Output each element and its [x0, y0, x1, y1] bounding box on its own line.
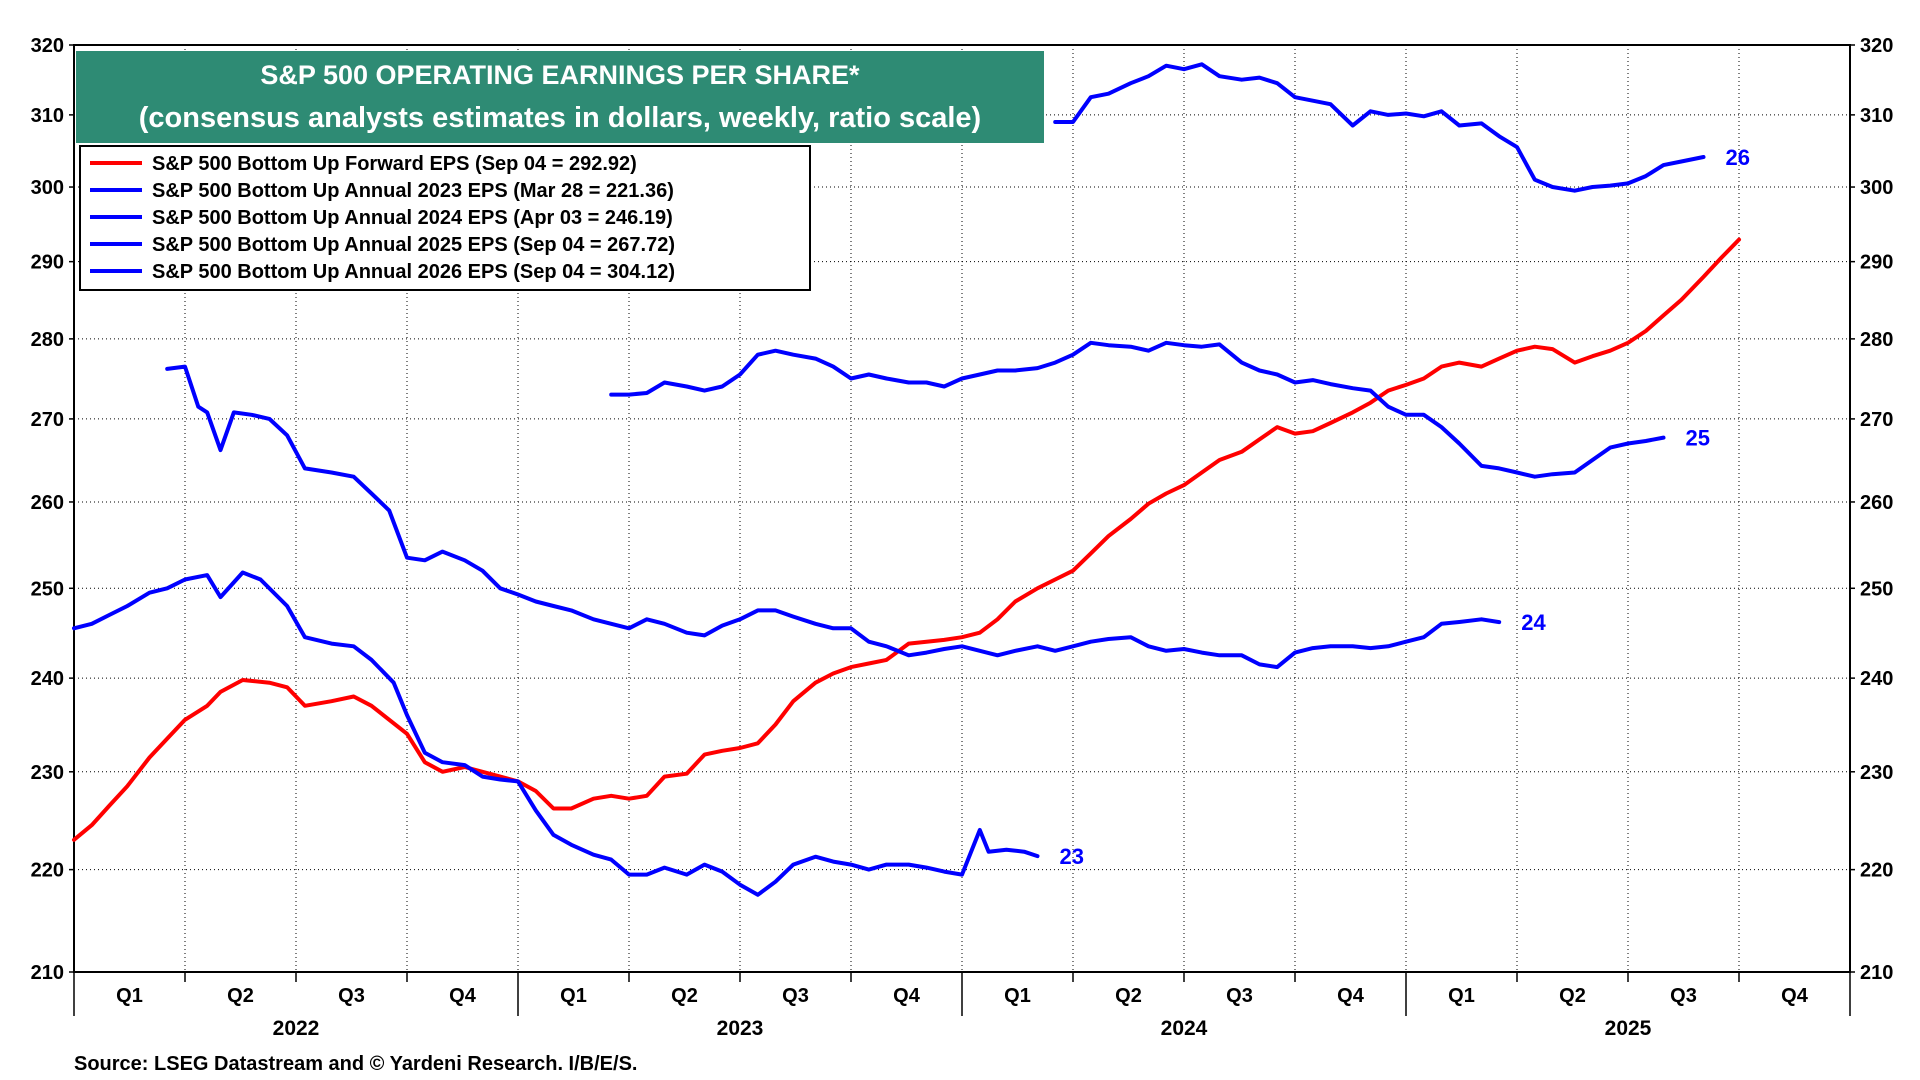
y-tick-label-right: 300 — [1860, 177, 1893, 199]
y-tick-label-left: 290 — [31, 252, 64, 274]
y-tick-label-left: 320 — [31, 35, 64, 57]
series-line — [165, 364, 1502, 670]
series-line — [72, 237, 1741, 842]
series-line — [72, 570, 1040, 897]
y-tick-label-left: 240 — [31, 668, 64, 690]
series-layer — [72, 62, 1741, 897]
y-tick-label-left: 230 — [31, 762, 64, 784]
x-tick-label: Q3 — [1670, 985, 1697, 1007]
chart-subtitle: (consensus analysts estimates in dollars… — [139, 102, 981, 134]
legend: S&P 500 Bottom Up Forward EPS (Sep 04 = … — [79, 145, 811, 291]
x-tick-label: Q3 — [1226, 985, 1253, 1007]
x-tick-label: Q4 — [893, 985, 921, 1007]
year-label: 2023 — [717, 1017, 764, 1040]
source-note: Source: LSEG Datastream and © Yardeni Re… — [74, 1053, 637, 1075]
y-tick-label-right: 270 — [1860, 409, 1893, 431]
series-end-label: 24 — [1521, 610, 1546, 635]
x-tick-label: Q4 — [1781, 985, 1809, 1007]
legend-entry: S&P 500 Bottom Up Annual 2026 EPS (Sep 0… — [152, 261, 675, 283]
legend-entry: S&P 500 Bottom Up Forward EPS (Sep 04 = … — [152, 153, 637, 175]
y-tick-label-right: 240 — [1860, 668, 1893, 690]
chart-title: S&P 500 OPERATING EARNINGS PER SHARE* — [260, 60, 860, 90]
series-end-label: 23 — [1059, 844, 1083, 869]
y-tick-label-left: 310 — [31, 105, 64, 127]
grid-layer — [74, 45, 1850, 972]
y-tick-label-right: 310 — [1860, 105, 1893, 127]
year-label: 2024 — [1161, 1017, 1208, 1040]
y-tick-label-right: 250 — [1860, 578, 1893, 600]
legend-entry: S&P 500 Bottom Up Annual 2025 EPS (Sep 0… — [152, 234, 675, 256]
y-tick-label-right: 280 — [1860, 329, 1893, 351]
x-tick-label: Q1 — [560, 985, 587, 1007]
y-tick-label-left: 220 — [31, 860, 64, 882]
series-line — [1053, 62, 1706, 193]
legend-entry: S&P 500 Bottom Up Annual 2023 EPS (Mar 2… — [152, 180, 674, 202]
y-tick-label-right: 210 — [1860, 962, 1893, 984]
y-tick-label-right: 220 — [1860, 860, 1893, 882]
y-tick-label-left: 210 — [31, 962, 64, 984]
x-tick-label: Q1 — [1448, 985, 1475, 1007]
year-label: 2025 — [1605, 1017, 1652, 1040]
x-tick-label: Q3 — [338, 985, 365, 1007]
x-tick-label: Q3 — [782, 985, 809, 1007]
x-tick-label: Q1 — [116, 985, 143, 1007]
legend-box — [79, 145, 811, 291]
series-line — [609, 340, 1666, 479]
x-tick-label: Q2 — [1115, 985, 1142, 1007]
x-axis: Q1 Q2 Q3 Q4 Q1 Q2 Q3 Q4 Q1 Q2 Q3 Q4 Q1 Q2 Q3 Q4 2022 2023… — [73, 972, 1851, 1040]
y-tick-label-right: 260 — [1860, 492, 1893, 514]
y-tick-label-right: 230 — [1860, 762, 1893, 784]
y-axis-left: 210 220 230 240 250 260 270 280 290 300 310 320 — [31, 35, 74, 984]
y-tick-label-left: 270 — [31, 409, 64, 431]
legend-entry: S&P 500 Bottom Up Annual 2024 EPS (Apr 0… — [152, 207, 673, 229]
x-tick-label: Q4 — [449, 985, 477, 1007]
year-label: 2022 — [273, 1017, 320, 1040]
y-tick-label-left: 260 — [31, 492, 64, 514]
y-tick-label-right: 290 — [1860, 252, 1893, 274]
end-labels: 23 24 25 26 — [1059, 145, 1749, 869]
series-end-label: 25 — [1686, 426, 1710, 451]
y-tick-label-right: 320 — [1860, 35, 1893, 57]
chart-title-box: S&P 500 OPERATING EARNINGS PER SHARE* (c… — [76, 51, 1044, 143]
x-tick-label: Q2 — [671, 985, 698, 1007]
series-end-label: 26 — [1725, 145, 1749, 170]
x-tick-label: Q2 — [1559, 985, 1586, 1007]
y-tick-label-left: 300 — [31, 177, 64, 199]
x-tick-label: Q2 — [227, 985, 254, 1007]
x-tick-label: Q1 — [1004, 985, 1031, 1007]
y-tick-label-left: 250 — [31, 578, 64, 600]
x-tick-label: Q4 — [1337, 985, 1365, 1007]
y-tick-label-left: 280 — [31, 329, 64, 351]
y-axis-right: 210 220 230 240 250 260 270 280 290 300 310 320 — [1850, 35, 1893, 984]
